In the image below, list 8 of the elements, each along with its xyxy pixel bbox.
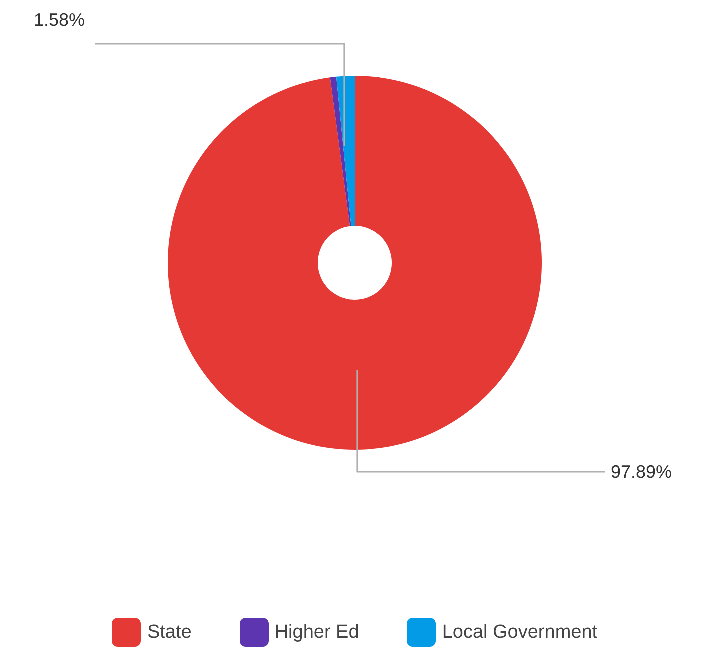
data-label: 1.58%: [34, 10, 85, 30]
donut-slice: [168, 76, 542, 450]
data-label: 97.89%: [611, 462, 672, 482]
legend-label: Local Government: [442, 622, 598, 644]
legend-label: State: [147, 622, 192, 644]
donut-slice: [336, 76, 355, 226]
donut-slice: [330, 76, 352, 226]
legend-label: Higher Ed: [274, 622, 360, 644]
